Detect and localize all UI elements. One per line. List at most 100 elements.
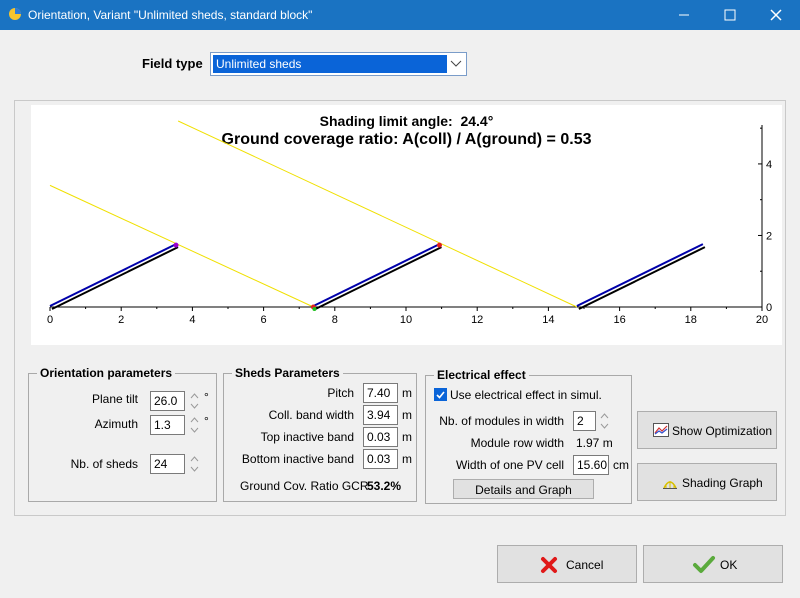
plane-tilt-unit: ° bbox=[204, 390, 209, 404]
shading-limit-title: Shading limit angle: 24.4° bbox=[31, 113, 782, 129]
shed-chart: Shading limit angle: 24.4° Ground covera… bbox=[31, 105, 782, 345]
chart-icon bbox=[653, 423, 669, 437]
title-bar: Orientation, Variant "Unlimited sheds, s… bbox=[0, 0, 800, 30]
ok-button[interactable]: OK bbox=[643, 545, 783, 583]
coll-band-unit: m bbox=[402, 408, 412, 422]
shed-front-line bbox=[576, 243, 704, 307]
show-optimization-label: Show Optimization bbox=[672, 424, 773, 438]
y-tick-label: 2 bbox=[766, 230, 772, 242]
plane-tilt-label: Plane tilt bbox=[91, 392, 138, 406]
azimuth-unit: ° bbox=[204, 414, 209, 428]
cell-width-unit: cm bbox=[613, 458, 629, 472]
cell-width-input[interactable]: 15.60 bbox=[573, 455, 609, 475]
details-graph-label: Details and Graph bbox=[475, 483, 572, 497]
app-icon bbox=[9, 8, 21, 20]
top-inactive-unit: m bbox=[402, 430, 412, 444]
shading-limit-value: 24.4° bbox=[460, 113, 494, 129]
shed-ground-marker bbox=[312, 307, 317, 311]
top-inactive-input[interactable]: 0.03 bbox=[363, 427, 398, 447]
top-inactive-label: Top inactive band bbox=[260, 430, 354, 444]
orientation-group: Orientation parameters Plane tilt 26.0 °… bbox=[28, 366, 217, 502]
gcr-title: Ground coverage ratio: A(coll) / A(groun… bbox=[221, 131, 592, 148]
cancel-label: Cancel bbox=[566, 558, 604, 572]
x-tick-label: 0 bbox=[47, 314, 53, 326]
electrical-group: Electrical effect Use electrical effect … bbox=[425, 368, 632, 504]
shed-back-line bbox=[314, 246, 442, 310]
close-button[interactable] bbox=[754, 0, 800, 30]
nb-modules-input[interactable]: 2 bbox=[573, 411, 596, 431]
electrical-title: Electrical effect bbox=[434, 368, 529, 382]
bottom-inactive-label: Bottom inactive band bbox=[241, 452, 354, 466]
gcr-label: Ground Cov. Ratio GCR bbox=[240, 479, 369, 493]
window-title: Orientation, Variant "Unlimited sheds, s… bbox=[28, 8, 313, 22]
x-tick-label: 16 bbox=[613, 314, 625, 326]
x-tick-label: 10 bbox=[400, 314, 412, 326]
x-tick-label: 2 bbox=[118, 314, 124, 326]
x-tick-label: 6 bbox=[261, 314, 267, 326]
x-tick-label: 14 bbox=[542, 314, 554, 326]
shading-ray-line bbox=[177, 120, 578, 308]
use-electrical-label: Use electrical effect in simul. bbox=[450, 388, 602, 402]
sheds-title: Sheds Parameters bbox=[232, 366, 343, 380]
gcr-value: 53.2% bbox=[367, 479, 402, 493]
azimuth-input[interactable]: 1.3 bbox=[150, 415, 185, 435]
x-tick-label: 12 bbox=[471, 314, 483, 326]
shed-back-line bbox=[578, 246, 706, 310]
shed-front-line bbox=[49, 243, 177, 307]
nb-modules-spinner[interactable] bbox=[600, 411, 609, 431]
sun-graph-icon bbox=[663, 481, 677, 489]
ok-label: OK bbox=[720, 558, 738, 572]
cell-width-label: Width of one PV cell bbox=[455, 458, 564, 472]
check-icon bbox=[436, 391, 445, 399]
pitch-label: Pitch bbox=[327, 386, 354, 400]
x-tick-label: 18 bbox=[685, 314, 697, 326]
minimize-button[interactable] bbox=[662, 0, 708, 30]
plane-tilt-input[interactable]: 26.0 bbox=[150, 391, 185, 411]
minimize-icon bbox=[679, 14, 689, 16]
field-type-select[interactable]: Unlimited sheds bbox=[210, 52, 467, 76]
maximize-icon bbox=[724, 9, 736, 21]
shading-ray-line bbox=[49, 184, 314, 308]
shed-back-line bbox=[51, 246, 179, 310]
coll-band-input[interactable]: 3.94 bbox=[363, 405, 398, 425]
cancel-x-icon bbox=[541, 557, 557, 573]
orientation-title: Orientation parameters bbox=[37, 366, 176, 380]
pitch-input[interactable]: 7.40 bbox=[363, 383, 398, 403]
nb-sheds-input[interactable]: 24 bbox=[150, 454, 185, 474]
shed-top-marker bbox=[173, 242, 179, 248]
close-icon bbox=[770, 9, 782, 21]
shading-graph-label: Shading Graph bbox=[682, 476, 763, 490]
field-type-label: Field type bbox=[142, 56, 203, 71]
x-tick-label: 4 bbox=[189, 314, 195, 326]
y-tick-label: 4 bbox=[766, 159, 772, 171]
pitch-unit: m bbox=[402, 386, 412, 400]
y-tick-label: 0 bbox=[766, 302, 772, 314]
main-panel bbox=[14, 100, 786, 516]
use-electrical-checkbox[interactable] bbox=[434, 388, 447, 401]
nb-sheds-label: Nb. of sheds bbox=[70, 457, 138, 471]
maximize-button[interactable] bbox=[708, 0, 754, 30]
row-width-label: Module row width bbox=[470, 436, 564, 450]
sheds-group: Sheds Parameters Pitch 7.40 m Coll. band… bbox=[223, 366, 417, 502]
bottom-inactive-input[interactable]: 0.03 bbox=[363, 449, 398, 469]
shed-front-line bbox=[312, 243, 440, 307]
row-width-value: 1.97 m bbox=[576, 436, 613, 450]
cancel-button[interactable]: Cancel bbox=[497, 545, 637, 583]
x-tick-label: 8 bbox=[332, 314, 338, 326]
azimuth-label: Azimuth bbox=[94, 417, 138, 431]
nb-modules-label: Nb. of modules in width bbox=[439, 414, 564, 428]
coll-band-label: Coll. band width bbox=[268, 408, 354, 422]
show-optimization-button[interactable]: Show Optimization bbox=[637, 411, 777, 449]
shading-graph-button[interactable]: Shading Graph bbox=[637, 463, 777, 501]
x-tick-label: 20 bbox=[756, 314, 768, 326]
checkmark-icon bbox=[693, 556, 715, 573]
nb-sheds-spinner[interactable] bbox=[190, 454, 199, 474]
bottom-inactive-unit: m bbox=[402, 452, 412, 466]
plane-tilt-spinner[interactable] bbox=[190, 391, 199, 411]
chevron-down-icon bbox=[450, 60, 462, 67]
azimuth-spinner[interactable] bbox=[190, 415, 199, 435]
details-graph-button[interactable]: Details and Graph bbox=[453, 479, 594, 499]
shading-limit-label: Shading limit angle: bbox=[319, 113, 453, 129]
shed-top-marker bbox=[436, 242, 442, 248]
